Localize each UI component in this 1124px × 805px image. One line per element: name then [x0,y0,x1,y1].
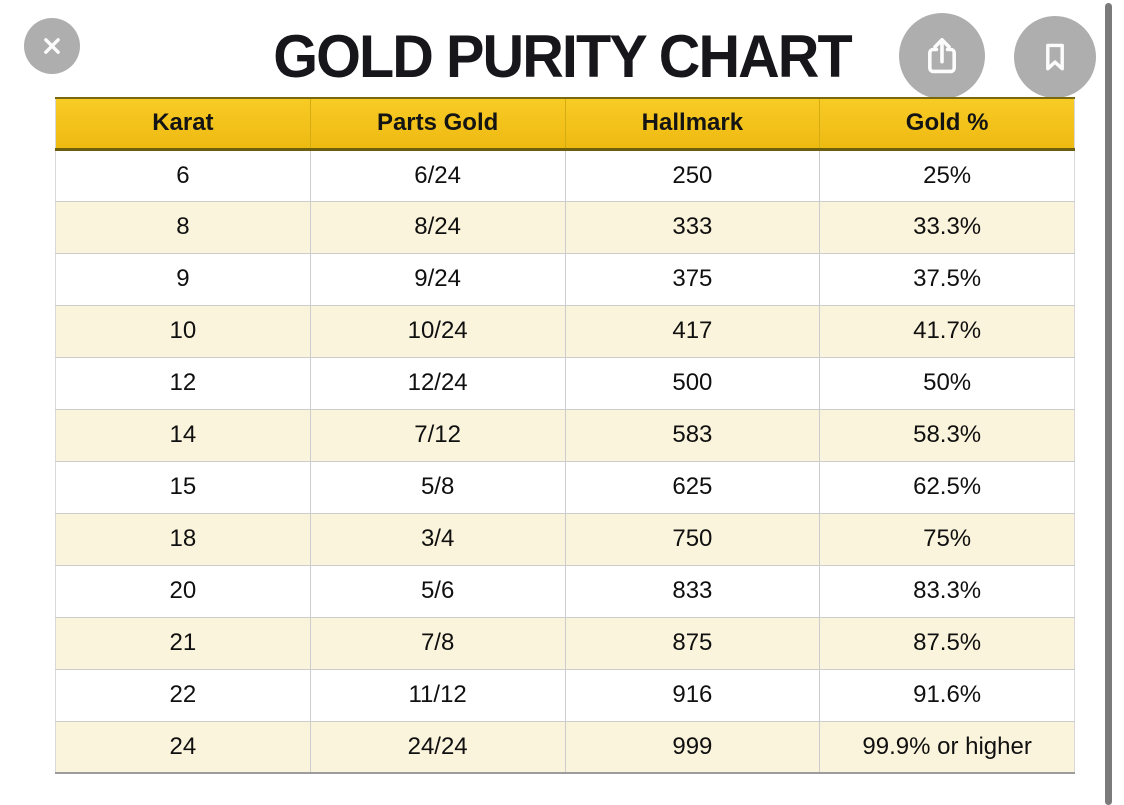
table-header: Karat Parts Gold Hallmark Gold % [55,97,1075,151]
table-cell: 250 [564,149,820,201]
table-cell: 8 [55,200,311,253]
table-cell: 6 [176,161,190,189]
table-cell: 25% [819,149,1075,201]
table-row: 14 7/12 583 58.3% [55,408,1075,461]
close-button[interactable] [24,18,80,74]
table-cell: 8/24 [309,200,565,253]
table-cell: 22 [55,668,311,721]
table-row: 20 5/6 833 83.3% [55,564,1075,617]
table-cell: 24/24 [309,720,565,773]
table-body: 6 6/24 250 25% 8 8/24 333 33.3% 9 9/24 375 37.5% 10 1… [55,149,1075,773]
table-row: 15 5/8 625 62.5% [55,460,1075,513]
table-cell: 11/12 [309,668,565,721]
table-cell: 15 [55,460,311,513]
table-row: 6 6/24 250 25% [55,149,1075,201]
table-cell: 10 [55,304,311,357]
column-header-gold-pct: Gold % [819,97,1075,151]
column-header-hallmark: Hallmark [564,97,820,151]
table-cell: 3/4 [309,512,565,565]
scrollbar[interactable] [1105,3,1112,805]
gold-purity-table: Karat Parts Gold Hallmark Gold % 6 6/24 25… [55,97,1075,774]
table-cell: 6/24 [309,149,565,201]
table-cell: 7/8 [309,616,565,669]
table-cell: 375 [564,252,820,305]
table-cell: 583 [564,408,820,461]
table-cell: 916 [564,668,820,721]
table-row: 8 8/24 333 33.3% [55,200,1075,253]
table-cell: 62.5% [819,460,1075,513]
page-title: GOLD PURITY CHART [273,23,852,90]
table-cell: 20 [55,564,311,617]
table-cell: 87.5% [819,616,1075,669]
table-cell: 91.6% [819,668,1075,721]
column-header-karat: Karat [55,97,311,151]
table-cell: 5/6 [309,564,565,617]
table-cell: 7/12 [309,408,565,461]
table-cell: 14 [55,408,311,461]
table-cell: 50% [819,356,1075,409]
table-cell: 750 [564,512,820,565]
table-cell: 417 [564,304,820,357]
table-row: 10 10/24 417 41.7% [55,304,1075,357]
table-row: 21 7/8 875 87.5% [55,616,1075,669]
table-cell: 833 [564,564,820,617]
table-cell: 99.9% or higher [819,720,1075,773]
table-cell: 75% [819,512,1075,565]
table-cell: 9 [55,252,311,305]
table-cell: 37.5% [819,252,1075,305]
table-cell: 9/24 [309,252,565,305]
table-row: 9 9/24 375 37.5% [55,252,1075,305]
table-cell: 12/24 [309,356,565,409]
table-cell: 41.7% [819,304,1075,357]
bookmark-icon [1031,33,1079,81]
close-icon [35,29,69,63]
table-cell: 21 [55,616,311,669]
table-cell: 875 [564,616,820,669]
table-row: 18 3/4 750 75% [55,512,1075,565]
table-cell: 58.3% [819,408,1075,461]
table-row: 22 11/12 916 91.6% [55,668,1075,721]
bookmark-button[interactable] [1014,16,1096,98]
table-cell: 12 [55,356,311,409]
column-header-parts-gold: Parts Gold [309,97,565,151]
header-row: Karat Parts Gold Hallmark Gold % [55,97,1075,151]
table-cell: 83.3% [819,564,1075,617]
table-row: 12 12/24 500 50% [55,356,1075,409]
table-cell: 18 [55,512,311,565]
table-cell: 333 [564,200,820,253]
table-cell: 625 [564,460,820,513]
table-row: 24 24/24 999 99.9% or higher [55,720,1075,773]
table-cell: 24 [55,720,311,773]
table-cell: 33.3% [819,200,1075,253]
table-cell: 999 [564,720,820,773]
table-cell: 5/8 [309,460,565,513]
table-cell: 500 [564,356,820,409]
table-cell: 10/24 [309,304,565,357]
share-icon [916,30,968,82]
share-button[interactable] [899,13,985,99]
